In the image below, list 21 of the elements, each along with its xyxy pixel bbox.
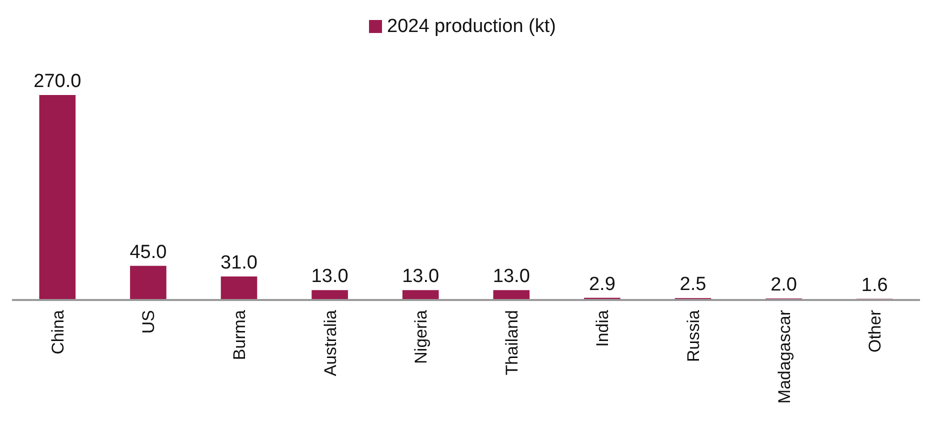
- data-label: 45.0: [130, 242, 167, 263]
- x-tick-label: China: [48, 309, 68, 354]
- x-tick-label: Madagascar: [774, 310, 794, 404]
- x-tick-label: Australia: [320, 309, 340, 376]
- x-tick-label: Russia: [684, 309, 703, 362]
- data-label: 2.9: [588, 274, 616, 295]
- x-tick-label: India: [593, 309, 612, 347]
- data-label: 31.0: [220, 252, 258, 274]
- x-tick-label: Other: [866, 310, 885, 353]
- data-label: 270.0: [34, 71, 82, 92]
- data-label: 13.0: [492, 266, 530, 288]
- data-label: 1.6: [861, 274, 888, 296]
- data-label: 2.5: [680, 274, 706, 296]
- x-tick-label: Nigeria: [412, 309, 431, 364]
- x-tick-label: Thailand: [502, 310, 522, 376]
- x-tick-label: US: [139, 310, 158, 334]
- legend-label: 2024 production (kt): [387, 16, 556, 37]
- data-label: 13.0: [311, 266, 348, 288]
- x-tick-label: Burma: [230, 309, 249, 360]
- data-label: 13.0: [402, 266, 440, 288]
- data-label: 2.0: [770, 274, 798, 296]
